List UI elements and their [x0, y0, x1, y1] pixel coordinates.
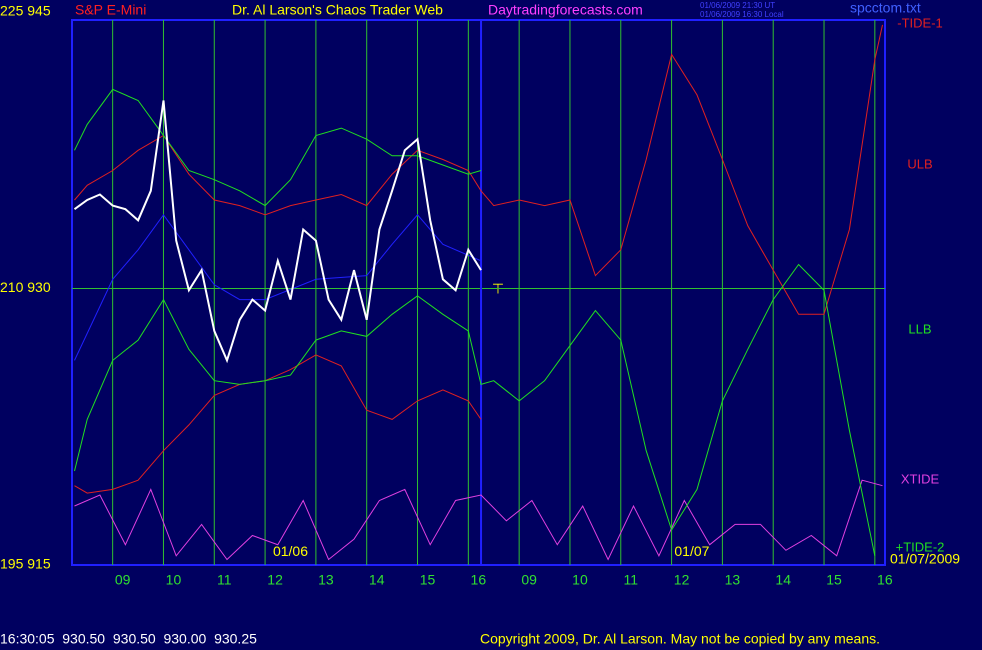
- series-label: -TIDE-1: [897, 15, 943, 30]
- series-line: [74, 88, 482, 207]
- x-tick-label: 09: [521, 572, 537, 588]
- x-tick-label: 16: [471, 572, 487, 588]
- copyright: Copyright 2009, Dr. Al Larson. May not b…: [480, 631, 880, 647]
- series-line: [74, 354, 482, 494]
- y-tick-label: 210 930: [0, 279, 51, 295]
- series-line: [73, 100, 482, 364]
- y-tick-label: 225 945: [0, 3, 51, 19]
- x-tick-label: 15: [420, 572, 436, 588]
- series-label: +TIDE-2: [896, 539, 945, 554]
- x-tick-label: 14: [369, 572, 385, 588]
- site: Daytradingforecasts.com: [488, 2, 643, 18]
- timestamp: 01/06/2009 16:30 Local: [700, 10, 784, 19]
- timestamp: 01/06/2009 21:30 UT: [700, 1, 775, 10]
- symbol: S&P E-Mini: [75, 2, 146, 18]
- series-label: ULB: [907, 156, 932, 171]
- y-tick-label: 195 915: [0, 556, 51, 572]
- annotation: 01/06: [273, 543, 308, 559]
- series-line: [74, 24, 883, 315]
- x-tick-label: 12: [267, 572, 283, 588]
- annotation: 01/07: [674, 543, 709, 559]
- x-tick-label: 09: [115, 572, 131, 588]
- x-tick-label: 15: [826, 572, 842, 588]
- x-tick-label: 11: [624, 572, 639, 588]
- x-tick-label: 10: [572, 572, 588, 588]
- series-label: XTIDE: [901, 471, 940, 486]
- x-tick-label: 16: [877, 572, 893, 588]
- x-tick-label: 13: [318, 572, 334, 588]
- x-tick-label: 12: [674, 572, 690, 588]
- file-name: spcctom.txt: [850, 0, 921, 16]
- chart-title: Dr. Al Larson's Chaos Trader Web: [232, 2, 443, 18]
- date: 01/07/2009: [890, 551, 960, 567]
- quote: 16:30:05 930.50 930.50 930.00 930.25: [0, 631, 257, 647]
- series-label: LLB: [908, 321, 931, 336]
- x-tick-label: 11: [217, 572, 232, 588]
- x-tick-label: 13: [725, 572, 741, 588]
- plot-frame: [71, 19, 886, 566]
- series-line: [74, 479, 883, 561]
- x-tick-label: 14: [775, 572, 791, 588]
- x-tick-label: 10: [166, 572, 182, 588]
- series-line: [74, 263, 876, 556]
